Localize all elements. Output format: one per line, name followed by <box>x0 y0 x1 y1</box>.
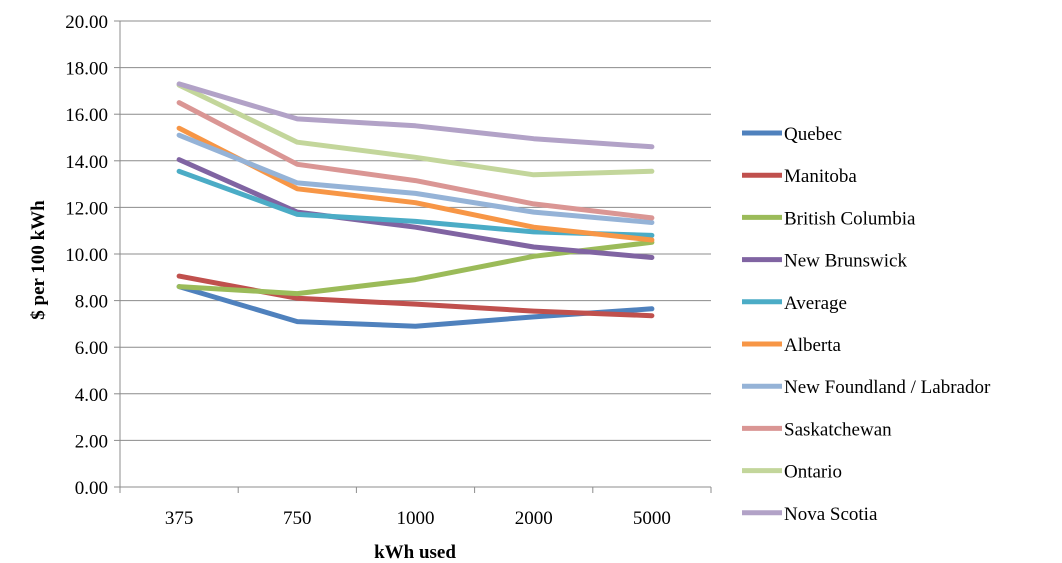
x-tick-label: 5000 <box>633 508 671 529</box>
y-tick-label: 6.00 <box>75 338 108 359</box>
x-tick-label: 375 <box>165 508 194 529</box>
y-tick-label: 20.00 <box>65 12 108 33</box>
legend: Quebec Manitoba British Columbia New Brunsw… <box>742 124 991 525</box>
legend-item-nova-scotia: Nova Scotia <box>742 504 878 525</box>
legend-item-new-foundland-labrador: New Foundland / Labrador <box>742 377 991 398</box>
legend-item-alberta: Alberta <box>742 335 842 356</box>
y-tick-label: 10.00 <box>65 245 108 266</box>
legend-item-british-columbia: British Columbia <box>742 208 916 229</box>
y-axis-title: $ per 100 kWh <box>28 200 49 320</box>
legend-label: Manitoba <box>784 166 857 187</box>
legend-label: Ontario <box>784 462 842 483</box>
legend-label: New Brunswick <box>784 251 907 272</box>
legend-item-average: Average <box>742 293 847 314</box>
legend-item-ontario: Ontario <box>742 462 842 483</box>
legend-item-new-brunswick: New Brunswick <box>742 251 907 272</box>
series-line-new-brunswick <box>176 157 655 260</box>
legend-item-saskatchewan: Saskatchewan <box>742 419 892 440</box>
series-line-nova-scotia <box>176 81 655 150</box>
y-tick-label: 16.00 <box>65 105 108 126</box>
legend-item-manitoba: Manitoba <box>742 166 857 187</box>
y-tick-label: 4.00 <box>75 385 108 406</box>
x-tick-labels: 375 750 1000 2000 5000 <box>165 508 671 529</box>
legend-label: Saskatchewan <box>784 419 892 440</box>
legend-label: Nova Scotia <box>784 504 878 525</box>
y-tick-labels: 0.00 2.00 4.00 6.00 8.00 10.00 12.00 14.00 16.00… <box>65 12 108 499</box>
y-tick-label: 18.00 <box>65 59 108 80</box>
x-axis-title: kWh used <box>374 542 456 563</box>
legend-label: New Foundland / Labrador <box>784 377 991 398</box>
series-line-new-foundland-labrador <box>176 132 655 225</box>
y-tick-label: 14.00 <box>65 152 108 173</box>
legend-label: Average <box>784 293 847 314</box>
x-tick-label: 2000 <box>515 508 553 529</box>
y-tick-label: 2.00 <box>75 431 108 452</box>
series-line-saskatchewan <box>176 100 655 221</box>
series-lines <box>176 81 655 329</box>
axes <box>114 20 712 493</box>
legend-item-quebec: Quebec <box>742 124 842 145</box>
gridlines <box>120 20 711 441</box>
legend-label: Alberta <box>784 335 842 356</box>
y-tick-label: 0.00 <box>75 478 108 499</box>
y-tick-label: 8.00 <box>75 292 108 313</box>
x-tick-label: 1000 <box>397 508 435 529</box>
x-tick-label: 750 <box>283 508 312 529</box>
y-tick-label: 12.00 <box>65 198 108 219</box>
legend-label: Quebec <box>784 124 842 145</box>
legend-label: British Columbia <box>784 208 916 229</box>
series-line-ontario <box>176 82 655 178</box>
